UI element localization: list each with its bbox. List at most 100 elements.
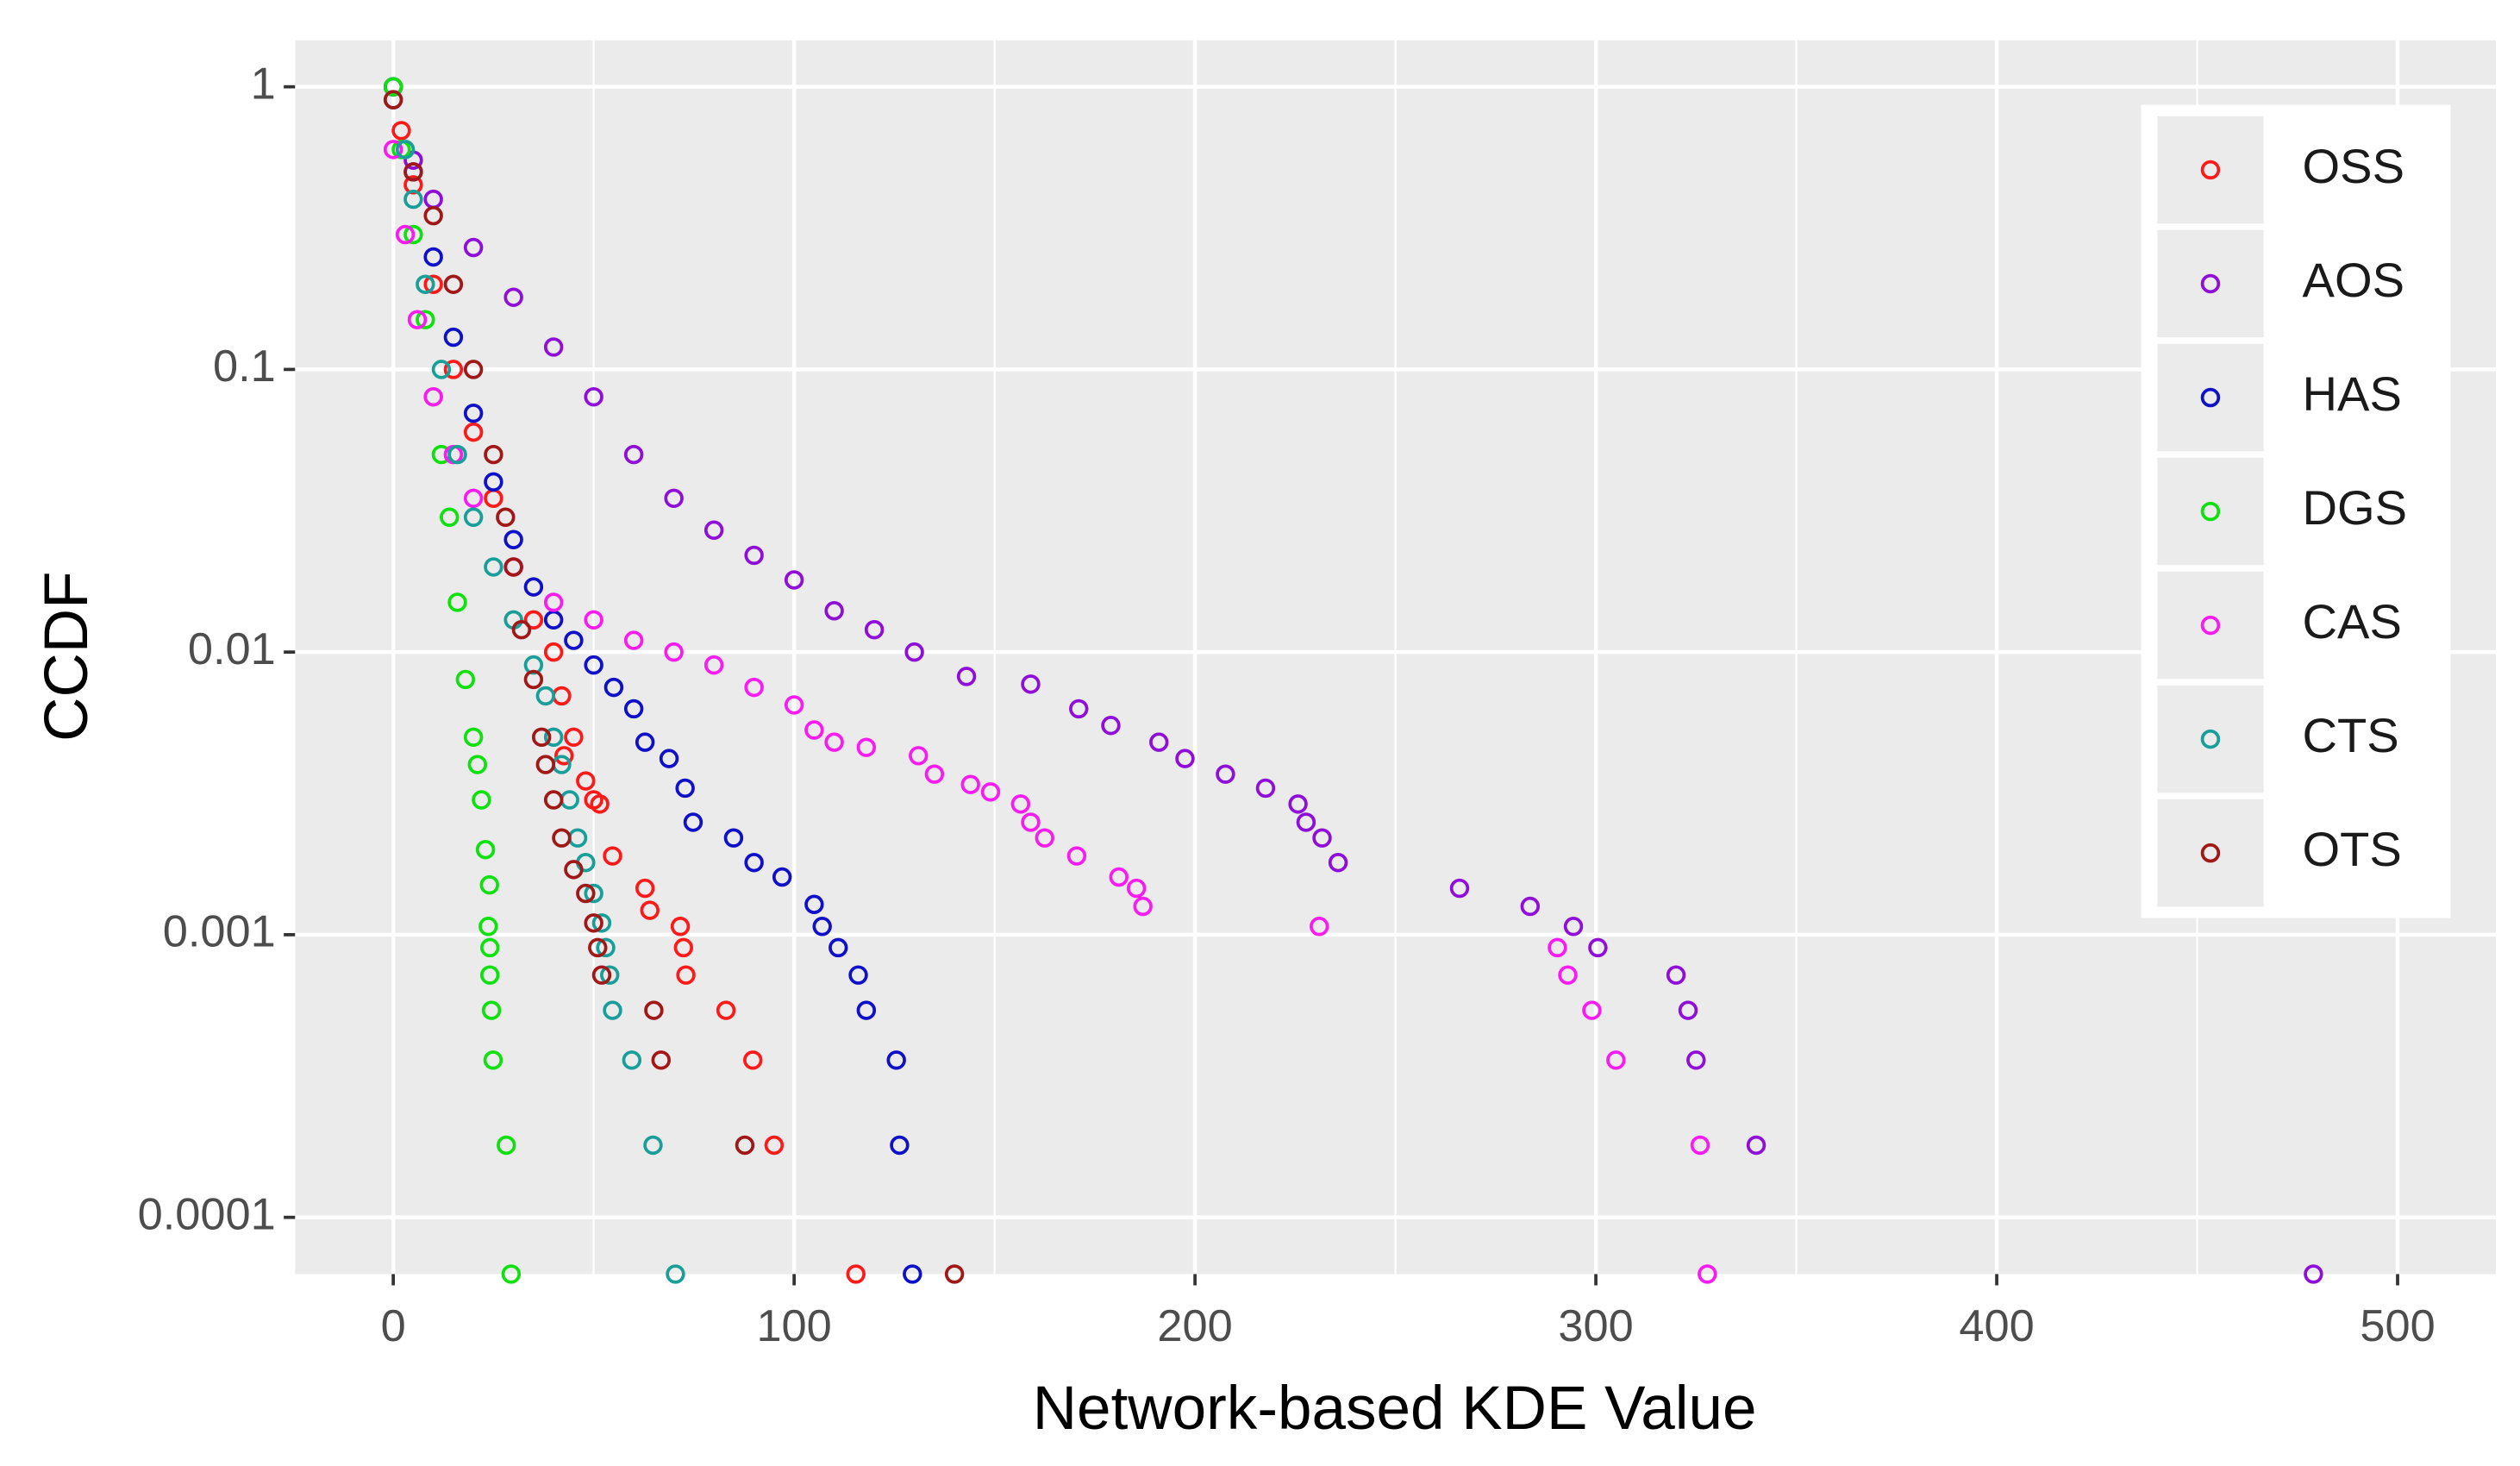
- point: [479, 937, 500, 958]
- point: [664, 488, 684, 509]
- point: [651, 1050, 671, 1070]
- point: [784, 570, 804, 590]
- point: [735, 1135, 755, 1156]
- legend-marker: [2200, 387, 2221, 408]
- point: [1698, 1264, 1717, 1284]
- point: [640, 900, 660, 920]
- y-tick-label: 1: [251, 59, 276, 109]
- x-tick-label: 400: [1959, 1301, 2034, 1351]
- point: [484, 472, 503, 492]
- point: [503, 557, 523, 577]
- point: [1678, 1000, 1698, 1020]
- legend-marker: [2200, 729, 2221, 749]
- point: [584, 386, 603, 407]
- point: [829, 937, 848, 958]
- point: [447, 592, 467, 612]
- legend-key: [2157, 799, 2264, 907]
- point: [764, 1135, 785, 1156]
- point: [600, 965, 620, 985]
- legend-marker: [2200, 273, 2221, 294]
- y-tick-label: 0.001: [163, 907, 276, 957]
- point: [463, 488, 484, 509]
- point: [463, 422, 484, 442]
- legend-key: [2157, 343, 2264, 452]
- series: [383, 77, 2323, 1284]
- point: [416, 310, 435, 329]
- point: [463, 403, 484, 423]
- point: [903, 1264, 922, 1284]
- legend-key: [2157, 685, 2264, 793]
- point: [481, 1000, 502, 1020]
- point: [596, 937, 616, 958]
- point: [584, 913, 603, 933]
- point: [383, 90, 403, 110]
- point: [744, 677, 764, 698]
- point: [1035, 828, 1054, 848]
- x-tick-label: 500: [2360, 1301, 2435, 1351]
- point: [543, 790, 564, 810]
- point: [484, 444, 503, 465]
- series: [383, 140, 1717, 1284]
- x-tick-label: 300: [1558, 1301, 1633, 1351]
- point: [1021, 812, 1041, 832]
- point: [676, 965, 696, 985]
- point: [673, 937, 694, 958]
- point: [1449, 878, 1470, 899]
- point: [391, 121, 411, 141]
- point: [635, 732, 655, 752]
- point: [743, 1050, 763, 1070]
- point: [443, 360, 464, 379]
- legend-marker: [2200, 615, 2221, 636]
- point: [623, 630, 644, 650]
- point: [703, 655, 724, 675]
- point: [416, 274, 435, 294]
- point: [744, 853, 764, 873]
- legend-label: DGS: [2303, 480, 2408, 535]
- point: [1690, 1135, 1710, 1156]
- point: [463, 507, 484, 527]
- point: [479, 874, 499, 895]
- point: [584, 610, 603, 630]
- point: [886, 1050, 906, 1070]
- point: [535, 686, 556, 706]
- point: [455, 669, 476, 690]
- point: [603, 677, 624, 698]
- point: [472, 790, 491, 810]
- point: [543, 642, 564, 662]
- point: [1101, 716, 1121, 736]
- point: [824, 732, 844, 752]
- point: [552, 828, 572, 848]
- legend-label: OTS: [2303, 822, 2402, 876]
- point: [1010, 794, 1031, 814]
- point: [1288, 794, 1308, 814]
- legend-label: OSS: [2303, 139, 2404, 193]
- point: [644, 1000, 664, 1020]
- point: [956, 667, 977, 686]
- point: [1666, 965, 1686, 985]
- point: [603, 846, 622, 866]
- point: [554, 746, 574, 766]
- point: [1558, 965, 1578, 985]
- point: [543, 592, 564, 612]
- y-axis-title: CCDF: [33, 572, 101, 742]
- point: [543, 727, 564, 748]
- point: [703, 520, 724, 540]
- x-tick-label: 100: [756, 1301, 831, 1351]
- point: [1686, 1050, 1706, 1070]
- point: [463, 727, 484, 748]
- point: [535, 755, 556, 774]
- point: [403, 175, 423, 195]
- point: [812, 917, 832, 937]
- point: [503, 529, 523, 549]
- x-tick-label: 0: [381, 1301, 406, 1351]
- point: [590, 794, 610, 814]
- point: [1312, 828, 1332, 848]
- point: [864, 619, 885, 640]
- point: [960, 774, 980, 794]
- point: [395, 140, 416, 160]
- point: [447, 444, 467, 465]
- point: [501, 1264, 522, 1284]
- point: [1216, 764, 1235, 784]
- point: [479, 965, 500, 985]
